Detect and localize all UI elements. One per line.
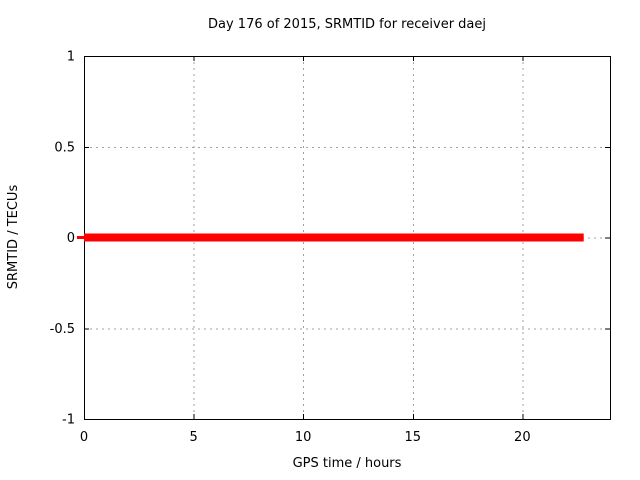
y-axis-label: SRMTID / TECUs [6, 184, 21, 290]
x-axis-label: GPS time / hours [292, 456, 402, 471]
y-tick-label: 0 [67, 231, 75, 246]
x-tick-label: 0 [80, 430, 88, 445]
series-endcap-artifact [77, 236, 84, 239]
y-tick-label: -0.5 [50, 322, 75, 337]
x-tick-label: 10 [295, 430, 312, 445]
x-tick-label: 15 [404, 430, 421, 445]
y-tick-label: -1 [62, 413, 75, 428]
x-tick-label: 20 [514, 430, 531, 445]
y-tick-label: 0.5 [54, 140, 75, 155]
x-tick-label: 5 [189, 430, 197, 445]
y-tick-label: 1 [67, 50, 75, 65]
chart-title: Day 176 of 2015, SRMTID for receiver dae… [208, 17, 486, 32]
